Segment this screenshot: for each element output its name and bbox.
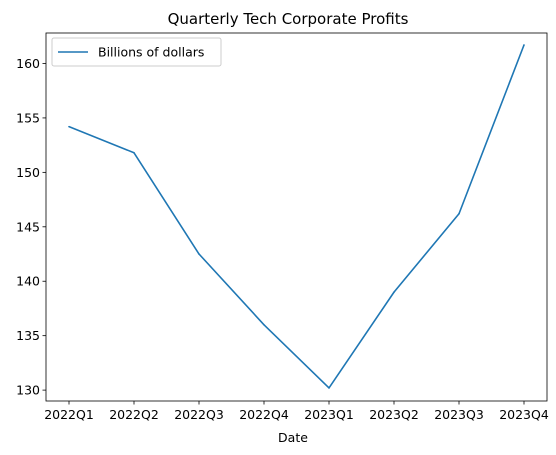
y-tick-label: 130 xyxy=(16,383,40,398)
y-tick-label: 140 xyxy=(16,274,40,289)
x-axis-ticks: 2022Q1 2022Q2 2022Q3 2022Q4 2023Q1 2023Q2 2023… xyxy=(44,401,549,422)
x-tick-label: 2023Q3 xyxy=(434,407,484,422)
y-tick-label: 135 xyxy=(16,328,40,343)
x-tick-label: 2023Q4 xyxy=(499,407,549,422)
y-tick-label: 145 xyxy=(16,219,40,234)
plot-frame xyxy=(45,32,548,402)
x-tick-label: 2022Q1 xyxy=(44,407,94,422)
y-tick-label: 155 xyxy=(16,110,40,125)
series-line xyxy=(68,44,525,389)
legend-label: Billions of dollars xyxy=(98,45,204,60)
x-tick-label: 2023Q2 xyxy=(369,407,419,422)
series-layer xyxy=(68,44,525,389)
data-point xyxy=(458,212,460,215)
data-point xyxy=(68,125,70,128)
x-axis-label: Date xyxy=(278,430,308,445)
x-tick-label: 2023Q1 xyxy=(304,407,354,422)
y-tick-label: 160 xyxy=(16,56,40,71)
chart-title: Quarterly Tech Corporate Profits xyxy=(168,10,409,28)
x-tick-label: 2022Q4 xyxy=(239,407,289,422)
y-tick-label: 150 xyxy=(16,165,40,180)
x-tick-label: 2022Q3 xyxy=(174,407,224,422)
data-point xyxy=(198,253,200,255)
data-point xyxy=(133,151,135,154)
data-point xyxy=(393,291,395,293)
legend: Billions of dollars xyxy=(51,37,222,67)
data-point xyxy=(523,44,525,46)
data-point xyxy=(328,387,330,389)
data-point xyxy=(263,323,265,326)
y-axis-ticks: 130 135 140 145 150 155 160 xyxy=(16,56,46,398)
x-tick-label: 2022Q2 xyxy=(109,407,159,422)
legend-box xyxy=(51,37,222,67)
